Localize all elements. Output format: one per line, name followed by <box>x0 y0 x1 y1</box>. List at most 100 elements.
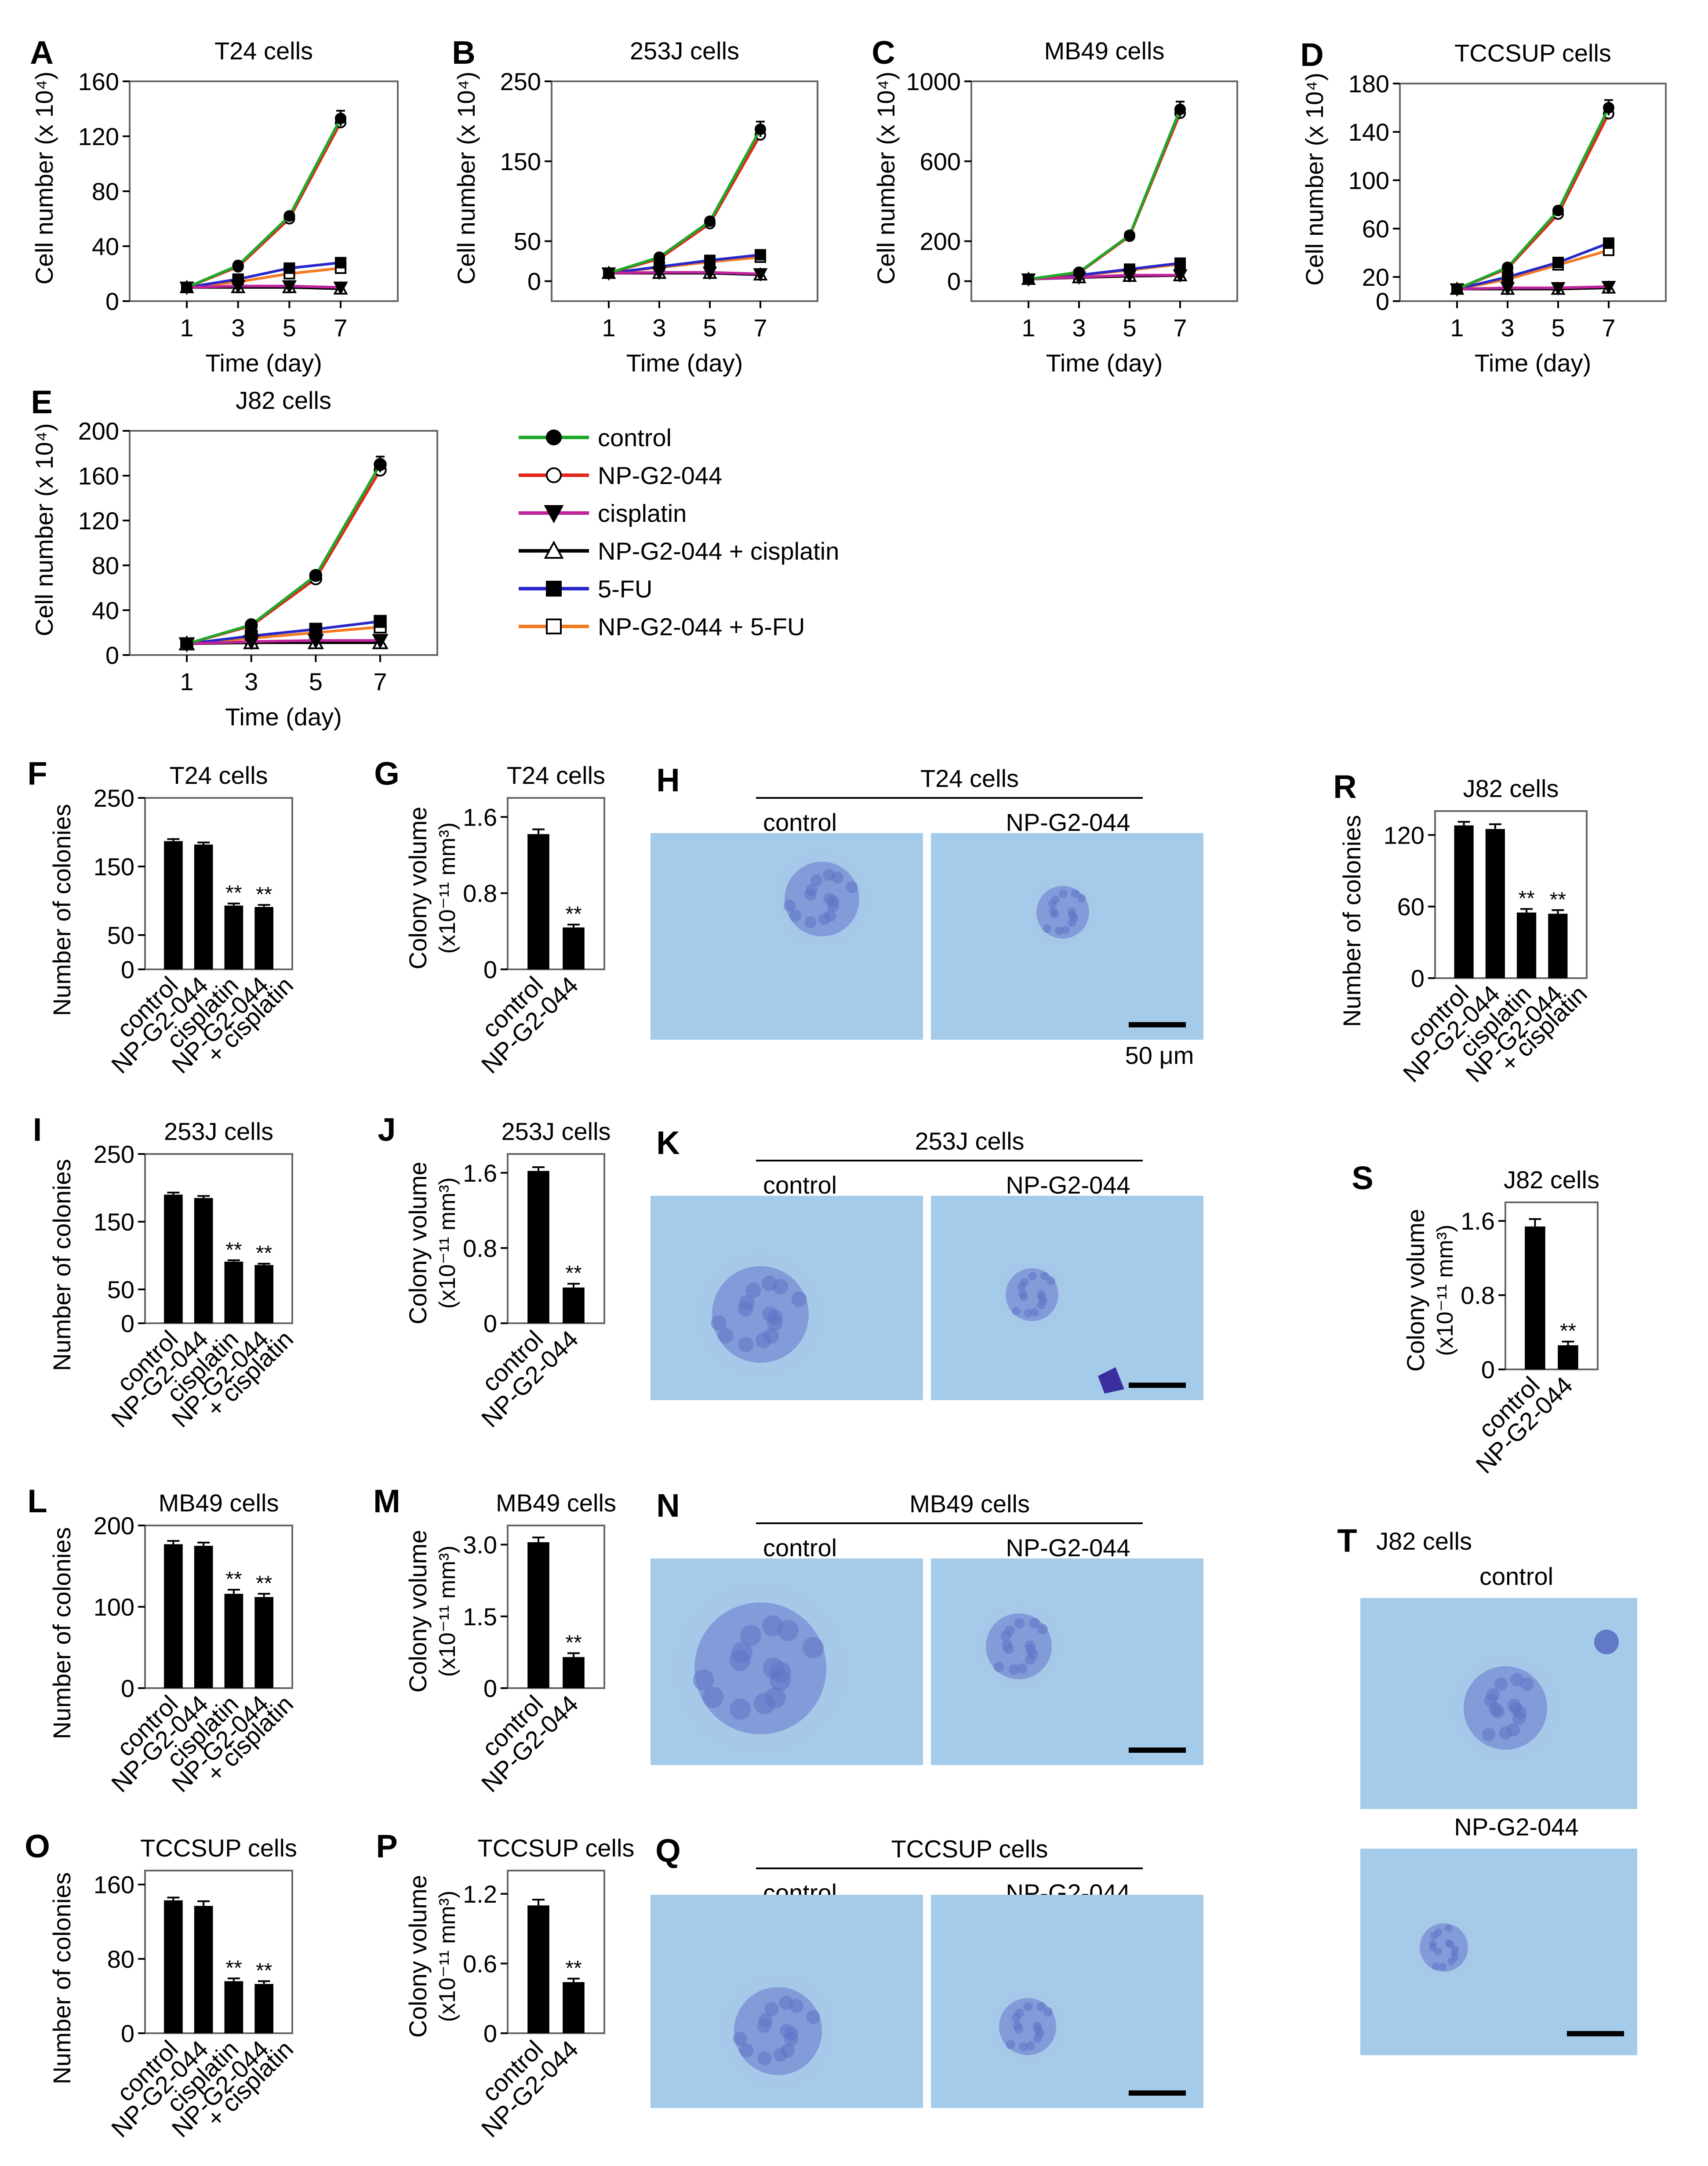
y-tick-label: 0 <box>483 956 497 983</box>
colony-cell <box>1040 1272 1049 1281</box>
bar <box>1548 914 1568 978</box>
series-line <box>186 261 341 289</box>
colony-cell <box>779 2024 794 2038</box>
colony-cell <box>1019 2042 1028 2052</box>
series-line <box>608 253 761 275</box>
bar <box>194 1546 213 1688</box>
data-point <box>1122 269 1137 283</box>
y-tick-label: 40 <box>92 233 119 260</box>
x-tick-label: 7 <box>334 314 347 342</box>
colony-cell <box>1029 1618 1040 1629</box>
data-point <box>181 281 193 293</box>
y-tick-label: 0 <box>121 2020 134 2047</box>
y-tick-label: 0 <box>121 956 134 983</box>
colony-cell <box>1435 1928 1443 1936</box>
y-axis-label: Cell number (x 10⁴) <box>30 423 58 637</box>
significance-label: ** <box>565 1631 581 1655</box>
colony-cell <box>1494 1677 1508 1691</box>
significance-label: ** <box>225 1956 242 1980</box>
legend-marker <box>544 540 564 559</box>
bar-chart-J: J 253J cells00.81.6control**NP-G2-044Colo… <box>378 1111 611 1433</box>
panel-letter-M: M <box>373 1483 400 1519</box>
panel-letter-K: K <box>656 1125 680 1161</box>
y-axis-label: Colony volume <box>404 1875 432 2038</box>
data-point <box>232 259 244 271</box>
series-line <box>186 284 341 289</box>
colony-cell <box>731 1642 753 1663</box>
line-chart-B: B 253J cells 0 50 150 250 1 3 5 7 Time (day) Cell n… <box>452 34 818 377</box>
micrograph-title: MB49 cells <box>909 1490 1030 1518</box>
legend-label: NP-G2-044 + 5-FU <box>598 613 805 641</box>
y-tick-label: 120 <box>78 507 119 535</box>
colony-cell <box>739 2043 754 2057</box>
bar <box>527 1542 549 1688</box>
y-axis-label-unit: (x10⁻¹¹ mm³) <box>435 823 460 954</box>
colony-cell <box>1047 1277 1055 1285</box>
legend-item: NP-G2-044 <box>519 462 722 489</box>
colony-cell <box>1509 1702 1523 1716</box>
y-tick-label: 0 <box>483 1310 497 1337</box>
bar <box>1517 912 1537 978</box>
colony-cell <box>777 1620 799 1641</box>
y-axis-label: Cell number (x 10⁴) <box>452 72 480 285</box>
colony-cell <box>784 899 796 912</box>
series-line <box>186 463 382 645</box>
data-point <box>307 634 324 649</box>
data-point <box>753 268 768 282</box>
y-tick-label: 3.0 <box>463 1531 497 1559</box>
condition-label: NP-G2-044 <box>1006 1171 1130 1199</box>
data-point <box>1552 204 1564 216</box>
panel-letter-N: N <box>656 1487 680 1524</box>
x-tick-label: 1 <box>180 314 193 342</box>
data-point <box>374 615 387 628</box>
significance-label: ** <box>256 1241 272 1265</box>
colony-cell <box>791 1291 807 1307</box>
y-tick-label: 1.2 <box>463 1880 497 1908</box>
colony-cell <box>1059 889 1068 898</box>
data-point <box>1174 257 1186 269</box>
y-axis-label-unit: (x10⁻¹¹ mm³) <box>435 1546 460 1677</box>
bar-chart-O: O TCCSUP cells080160controlNP-G2-044**cis… <box>25 1828 298 2143</box>
x-tick-label: 3 <box>652 314 666 342</box>
colony-cell <box>1030 1308 1039 1317</box>
scale-bar <box>1129 2090 1186 2096</box>
data-point <box>1502 262 1513 273</box>
y-tick-label: 0 <box>121 1310 134 1337</box>
micrograph-title: T24 cells <box>920 764 1019 792</box>
y-axis-label: Number of colonies <box>48 1527 76 1739</box>
significance-label: ** <box>1550 888 1566 911</box>
colony-cell <box>1054 926 1063 935</box>
x-tick-label: 5 <box>283 314 296 342</box>
y-tick-label: 100 <box>1348 167 1389 194</box>
series-line <box>1457 242 1610 291</box>
bar-chart-G: G T24 cells00.81.6control**NP-G2-044Colon… <box>374 755 605 1079</box>
y-tick-label: 250 <box>94 784 134 812</box>
condition-label: control <box>763 1534 837 1562</box>
plot-frame <box>1434 810 1588 979</box>
colony-cell <box>1037 1293 1046 1302</box>
data-point <box>333 281 348 295</box>
bar <box>1454 825 1474 978</box>
bar <box>563 1982 585 2033</box>
legend-marker <box>544 505 564 524</box>
data-point <box>755 249 766 261</box>
x-tick-label: 7 <box>1173 314 1187 342</box>
micrograph-panel-H: H T24 cells control NP-G2-044 50 μm <box>650 762 1203 1069</box>
significance-label: ** <box>565 1957 581 1980</box>
data-point <box>702 266 717 280</box>
significance-label: ** <box>565 903 581 926</box>
colony-cell <box>1037 1301 1046 1310</box>
y-tick-label: 20 <box>1362 263 1389 291</box>
y-tick-label: 150 <box>94 1208 134 1236</box>
chart-title: J82 cells <box>1504 1166 1599 1194</box>
bar-chart-M: M MB49 cells01.53.0control**NP-G2-044Colo… <box>373 1483 616 1798</box>
y-tick-label: 200 <box>94 1512 134 1540</box>
plot-frame <box>551 80 818 302</box>
colony-cell <box>733 2031 747 2046</box>
data-point <box>704 255 716 266</box>
legend-marker <box>546 581 562 597</box>
plot-frame <box>129 430 438 656</box>
y-tick-label: 0 <box>1411 965 1425 992</box>
y-axis-label: Cell number (x 10⁴) <box>1301 73 1328 286</box>
